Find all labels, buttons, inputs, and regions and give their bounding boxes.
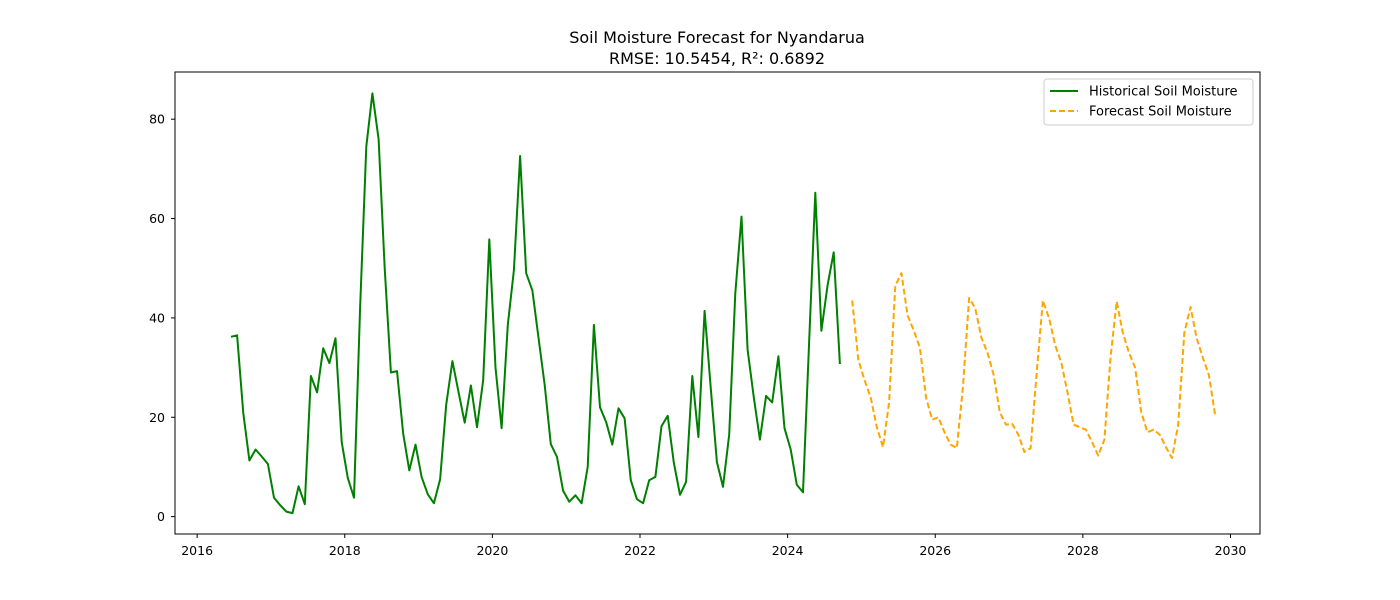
x-tick-label: 2030 xyxy=(1215,543,1247,558)
legend-box xyxy=(1043,78,1254,126)
legend: Historical Soil Moisture Forecast Soil M… xyxy=(1043,78,1254,126)
x-tick-label: 2016 xyxy=(181,543,213,558)
chart-title: Soil Moisture Forecast for Nyandarua xyxy=(569,28,865,47)
forecast-series-line xyxy=(851,272,1217,459)
y-tick-label: 60 xyxy=(149,211,165,226)
y-tick-label: 80 xyxy=(149,112,165,127)
series-layer xyxy=(230,92,1217,515)
chart-subtitle: RMSE: 10.5454, R²: 0.6892 xyxy=(609,49,825,68)
y-tick-label: 0 xyxy=(157,509,165,524)
x-tick-label: 2022 xyxy=(624,543,656,558)
x-tick-label: 2018 xyxy=(329,543,361,558)
x-tick-label: 2026 xyxy=(919,543,951,558)
chart-title-group: Soil Moisture Forecast for Nyandarua RMS… xyxy=(569,28,865,68)
x-tick-label: 2020 xyxy=(476,543,508,558)
plot-area-frame xyxy=(174,71,1261,535)
y-tick-label: 40 xyxy=(149,310,165,325)
y-tick-label: 20 xyxy=(149,410,165,425)
x-axis: 2016 2018 2020 2022 2024 2026 2028 2030 xyxy=(181,534,1246,558)
x-tick-label: 2028 xyxy=(1067,543,1099,558)
x-tick-label: 2024 xyxy=(772,543,804,558)
historical-series-line xyxy=(230,92,841,515)
y-axis: 0 20 40 60 80 xyxy=(149,112,175,524)
legend-label-historical: Historical Soil Moisture xyxy=(1089,85,1238,100)
legend-label-forecast: Forecast Soil Moisture xyxy=(1089,105,1232,120)
